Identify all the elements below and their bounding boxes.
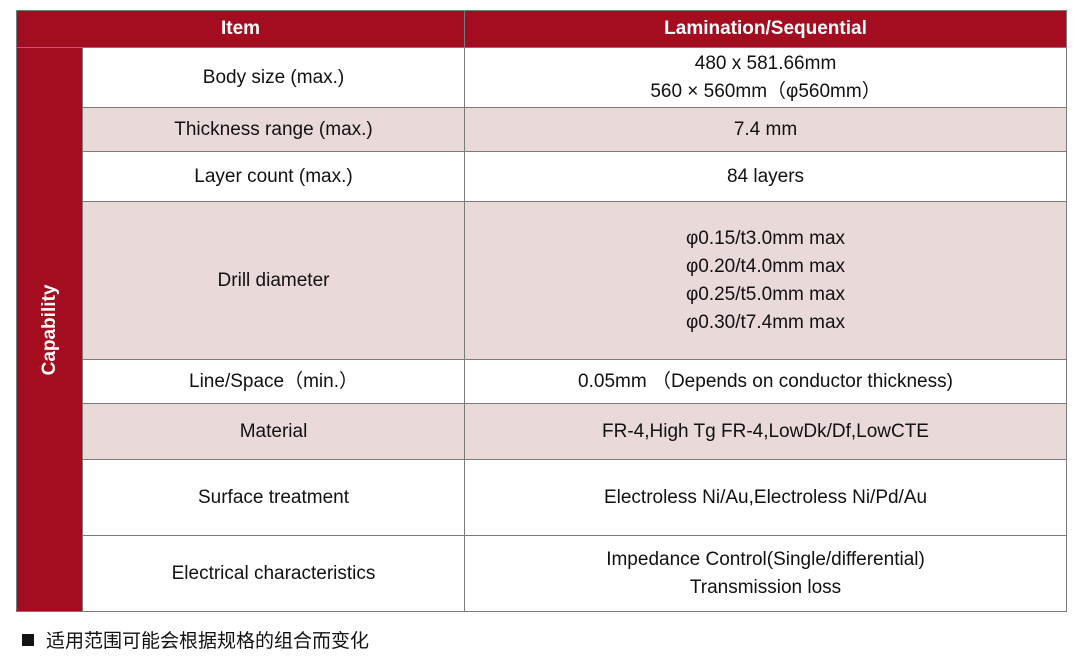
table-row: Material FR-4,High Tg FR-4,LowDk/Df,LowC… xyxy=(17,403,1068,460)
square-bullet-icon xyxy=(22,634,34,646)
value-cell: 7.4 mm xyxy=(464,107,1068,152)
table-header-row: Item Lamination/Sequential xyxy=(15,10,1068,48)
value-cell: Impedance Control(Single/differential) T… xyxy=(464,535,1068,612)
value-line: φ0.25/t5.0mm max xyxy=(685,283,846,305)
value-line: 84 layers xyxy=(726,165,805,187)
value-line: φ0.15/t3.0mm max xyxy=(685,227,846,249)
table-row: Electrical characteristics Impedance Con… xyxy=(17,535,1068,612)
table-row: Capability Body size (max.) 480 x 581.66… xyxy=(16,47,1068,612)
value-cell: FR-4,High Tg FR-4,LowDk/Df,LowCTE xyxy=(464,403,1068,460)
table-row: Layer count (max.) 84 layers xyxy=(17,151,1068,202)
table-row: Line/Space（min.） 0.05mm （Depends on cond… xyxy=(17,359,1068,404)
item-cell: Drill diameter xyxy=(81,201,466,360)
table-row: Drill diameter φ0.15/t3.0mm max φ0.20/t4… xyxy=(17,201,1068,360)
item-cell: Material xyxy=(81,403,466,460)
value-line: 0.05mm （Depends on conductor thickness) xyxy=(578,370,953,392)
header-lamination-sequential: Lamination/Sequential xyxy=(464,10,1068,48)
value-line: 7.4 mm xyxy=(733,118,798,140)
value-cell: Electroless Ni/Au,Electroless Ni/Pd/Au xyxy=(464,459,1068,536)
value-cell: 0.05mm （Depends on conductor thickness) xyxy=(464,359,1068,404)
capability-table: Item Lamination/Sequential Capability Bo… xyxy=(15,10,1068,612)
item-cell: Body size (max.) xyxy=(81,47,466,108)
item-cell: Thickness range (max.) xyxy=(81,107,466,152)
value-line: Electroless Ni/Au,Electroless Ni/Pd/Au xyxy=(603,486,928,508)
value-line: 480 x 581.66mm xyxy=(694,52,837,74)
item-cell: Surface treatment xyxy=(81,459,466,536)
capability-label: Capability xyxy=(38,284,60,375)
item-cell: Electrical characteristics xyxy=(81,535,466,612)
value-cell: 480 x 581.66mm 560 × 560mm（φ560mm） xyxy=(464,47,1068,108)
value-line: FR-4,High Tg FR-4,LowDk/Df,LowCTE xyxy=(602,420,929,442)
header-item: Item xyxy=(15,10,466,48)
item-cell: Line/Space（min.） xyxy=(81,359,466,404)
value-line: 560 × 560mm（φ560mm） xyxy=(650,80,881,102)
capability-side-cell: Capability xyxy=(16,47,83,612)
footnote: 适用范围可能会根据规格的组合而变化 xyxy=(22,626,369,653)
footnote-text: 适用范围可能会根据规格的组合而变化 xyxy=(46,630,370,652)
value-line: φ0.30/t7.4mm max xyxy=(685,311,846,333)
item-cell: Layer count (max.) xyxy=(81,151,466,202)
value-line: Impedance Control(Single/differential) xyxy=(606,548,925,570)
value-line: φ0.20/t4.0mm max xyxy=(685,255,846,277)
table-row: Surface treatment Electroless Ni/Au,Elec… xyxy=(17,459,1068,536)
table-row: Thickness range (max.) 7.4 mm xyxy=(17,107,1068,152)
value-cell: φ0.15/t3.0mm max φ0.20/t4.0mm max φ0.25/… xyxy=(464,201,1068,360)
value-line: Transmission loss xyxy=(689,576,842,598)
value-cell: 84 layers xyxy=(464,151,1068,202)
